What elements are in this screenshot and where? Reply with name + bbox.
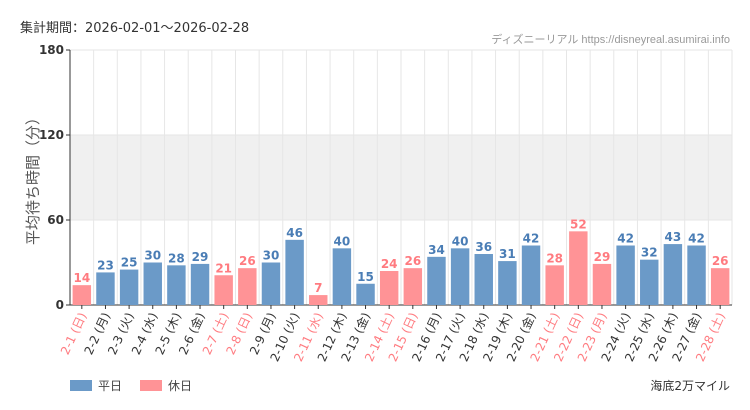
data-label: 26 (712, 254, 729, 268)
bar (238, 268, 257, 305)
bar (687, 245, 706, 305)
site-credit: ディズニーリアル https://disneyreal.asumirai.inf… (491, 34, 730, 46)
legend-label: 平日 (98, 379, 123, 393)
bar (403, 268, 423, 305)
bar (285, 239, 304, 305)
data-label: 29 (192, 250, 209, 264)
data-label: 7 (314, 281, 322, 295)
data-label: 28 (546, 251, 563, 265)
y-axis-label: 平均待ち時間（分） (24, 110, 42, 245)
period-label: 集計期間：2026-02-01〜2026-02-28 (20, 21, 250, 36)
bar (309, 295, 328, 305)
bar (427, 256, 446, 305)
bar (710, 268, 730, 305)
bar (474, 254, 493, 305)
data-label: 26 (404, 254, 421, 268)
data-label: 26 (239, 254, 256, 268)
data-label: 46 (286, 226, 303, 240)
bar (592, 263, 612, 305)
data-label: 34 (428, 243, 445, 257)
legend-swatch (140, 380, 163, 391)
attraction-name: 海底2万マイル (650, 379, 730, 393)
legend-holiday: 休日 (140, 377, 192, 394)
bar (214, 275, 233, 305)
data-label: 42 (523, 232, 540, 246)
y-tick-label: 60 (47, 213, 64, 227)
data-label: 40 (334, 234, 351, 248)
legend: 平日 休日 (70, 377, 192, 394)
data-label: 15 (357, 270, 374, 284)
y-tick-label: 0 (56, 298, 64, 312)
y-tick-label: 120 (39, 128, 64, 142)
bar (450, 248, 470, 305)
data-label: 28 (168, 251, 185, 265)
bar (72, 285, 92, 305)
bar (143, 262, 162, 305)
data-label: 30 (144, 249, 161, 263)
bar (119, 269, 139, 305)
bar (640, 259, 659, 305)
data-label: 52 (570, 217, 587, 231)
data-label: 24 (381, 257, 398, 271)
bar (498, 261, 517, 305)
bar (521, 245, 541, 305)
data-label: 40 (452, 234, 469, 248)
y-tick-label: 180 (39, 43, 64, 57)
data-label: 31 (499, 247, 516, 261)
data-label: 42 (688, 232, 705, 246)
bar (545, 265, 564, 305)
data-label: 21 (215, 261, 232, 275)
bar (190, 263, 210, 305)
bar (616, 245, 635, 305)
legend-swatch (70, 380, 92, 391)
bar (356, 283, 375, 305)
data-label: 30 (263, 249, 280, 263)
data-label: 25 (121, 256, 138, 270)
data-label: 29 (594, 250, 611, 264)
data-label: 36 (475, 240, 492, 254)
bar (261, 262, 281, 305)
legend-weekday: 平日 (70, 377, 122, 394)
bar (663, 244, 683, 305)
data-label: 14 (73, 271, 90, 285)
legend-label: 休日 (168, 379, 193, 393)
data-label: 32 (641, 246, 658, 260)
bar (332, 248, 352, 305)
bar (569, 231, 588, 305)
data-label: 43 (665, 230, 682, 244)
bar (167, 265, 186, 305)
data-label: 23 (97, 258, 114, 272)
bar (96, 272, 115, 305)
data-label: 42 (617, 232, 634, 246)
bar (379, 271, 399, 305)
